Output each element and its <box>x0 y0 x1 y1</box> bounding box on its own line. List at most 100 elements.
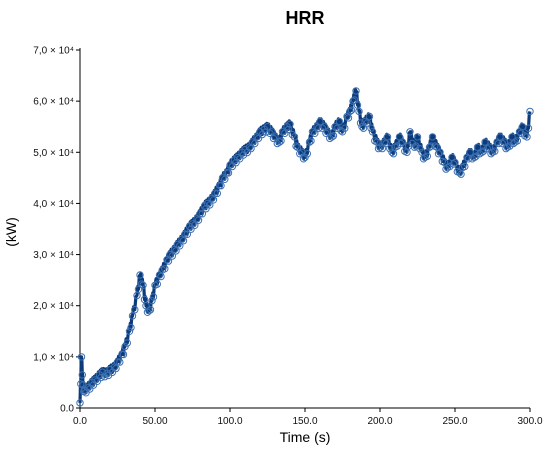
x-tick-label: 200.0 <box>367 416 392 427</box>
data-point <box>228 162 237 171</box>
data-point <box>483 144 491 153</box>
data-point <box>457 170 465 178</box>
data-point <box>406 128 414 136</box>
data-point <box>341 124 349 132</box>
data-point <box>288 130 296 139</box>
data-point <box>323 128 332 136</box>
data-point <box>502 144 510 153</box>
data-point <box>386 144 394 153</box>
data-point <box>146 306 155 314</box>
data-point <box>346 107 354 116</box>
data-point <box>524 124 533 132</box>
x-tick-label: 300.0 <box>517 416 542 427</box>
data-point <box>359 124 368 132</box>
data-point <box>481 138 489 146</box>
data-point <box>472 152 480 161</box>
data-point <box>322 129 330 138</box>
data-point <box>176 242 184 250</box>
data-point <box>198 210 207 218</box>
data-point <box>412 142 420 150</box>
data-point <box>119 350 128 359</box>
data-point <box>442 165 450 173</box>
y-tick-label: 6,0 × 10⁴ <box>33 97 74 108</box>
data-point <box>284 125 293 134</box>
data-point <box>116 358 124 366</box>
data-point <box>423 152 431 161</box>
y-axis-label: (kW) <box>3 217 19 247</box>
data-point <box>436 148 444 157</box>
data-point <box>137 280 146 288</box>
data-point <box>97 373 105 382</box>
data-point <box>77 353 86 361</box>
data-point <box>292 142 300 150</box>
data-point <box>491 147 499 155</box>
data-point <box>254 134 263 143</box>
data-point <box>266 129 274 138</box>
data-point <box>145 307 153 315</box>
data-point <box>251 139 259 148</box>
data-point <box>179 237 188 245</box>
data-point <box>153 280 162 288</box>
data-point <box>487 150 495 158</box>
data-point <box>299 155 308 163</box>
data-point <box>398 138 407 146</box>
data-point <box>89 381 98 389</box>
data-point <box>305 138 314 146</box>
data-point <box>506 142 514 150</box>
data-point <box>428 133 437 141</box>
data-point <box>416 144 424 153</box>
data-point <box>513 137 521 145</box>
data-point <box>461 162 469 171</box>
data-point <box>76 399 84 407</box>
data-point <box>217 182 225 190</box>
data-point <box>338 128 347 136</box>
data-point <box>473 143 482 151</box>
data-point <box>410 143 419 151</box>
data-point <box>290 133 299 141</box>
data-point <box>293 143 302 151</box>
data-point <box>78 371 87 379</box>
data-point <box>476 150 484 158</box>
data-point <box>93 377 102 385</box>
data-point <box>517 129 525 138</box>
data-point <box>478 148 486 157</box>
data-point <box>378 144 386 153</box>
data-point <box>275 138 284 146</box>
data-point <box>451 158 459 167</box>
data-point <box>183 230 192 239</box>
data-point <box>326 134 334 143</box>
data-point <box>149 293 158 301</box>
data-point <box>128 312 137 320</box>
data-point <box>113 358 122 366</box>
y-tick-label: 4,0 × 10⁴ <box>33 199 74 210</box>
data-point <box>98 368 107 376</box>
data-point <box>209 196 218 204</box>
data-point <box>509 139 518 148</box>
y-tick-label: 1,0 × 10⁴ <box>33 352 74 363</box>
y-tick-label: 5,0 × 10⁴ <box>33 148 74 159</box>
data-point <box>127 323 135 332</box>
data-point <box>161 265 169 273</box>
data-point <box>311 129 319 138</box>
data-point <box>363 119 371 127</box>
data-point <box>337 127 345 135</box>
data-point <box>316 117 324 126</box>
data-point <box>139 281 147 289</box>
data-point <box>269 134 278 143</box>
data-point <box>239 151 248 159</box>
x-axis-label: Time (s) <box>280 429 331 445</box>
data-point <box>271 133 279 141</box>
data-point <box>468 155 476 163</box>
data-point <box>365 112 374 121</box>
data-point <box>446 162 454 171</box>
x-tick-label: 0.0 <box>73 416 87 427</box>
data-point <box>301 153 309 162</box>
data-point <box>121 342 129 351</box>
data-point <box>196 210 204 218</box>
data-point <box>349 97 357 105</box>
data-point <box>187 225 195 233</box>
data-point <box>479 147 488 155</box>
data-point <box>383 133 392 141</box>
